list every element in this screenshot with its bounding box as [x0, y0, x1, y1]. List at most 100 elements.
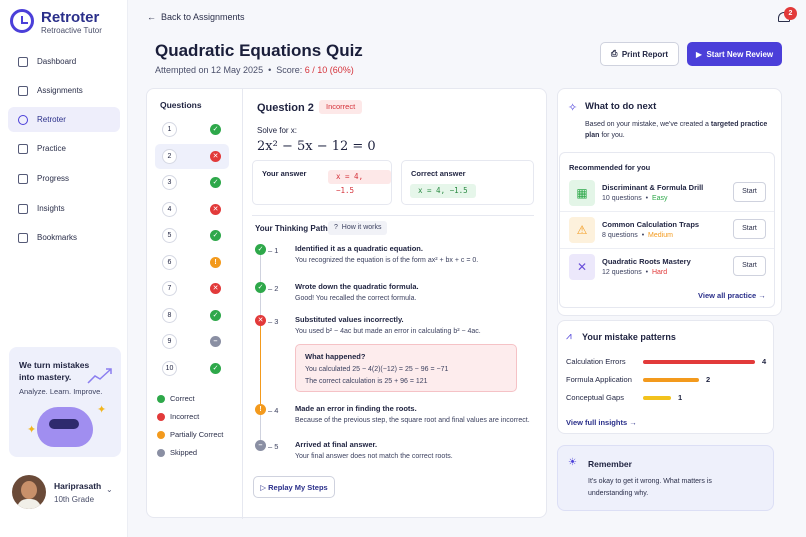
step-correct-icon: ✓ — [255, 282, 266, 293]
step-number: – 1 — [268, 246, 279, 255]
question-item[interactable]: 8 ✓ — [155, 303, 229, 328]
replay-steps-button[interactable]: ▷ Replay My Steps — [253, 476, 335, 498]
chevron-down-icon[interactable]: ⌄ — [106, 485, 113, 494]
start-practice-button[interactable]: Start — [733, 219, 766, 239]
promo-title: We turn mistakes into mastery. — [19, 360, 90, 382]
question-item[interactable]: 6! — [155, 250, 229, 275]
view-all-practice-link[interactable]: View all practice → — [698, 291, 766, 300]
trend-icon — [18, 173, 28, 184]
question-number: 7 — [162, 281, 177, 296]
question-item[interactable]: 9– — [155, 329, 229, 354]
panel-divider — [242, 89, 243, 519]
question-number: 1 — [162, 122, 177, 137]
start-practice-button[interactable]: Start — [733, 256, 766, 276]
question-item[interactable]: 2 ✕ — [155, 143, 229, 169]
step-title: Identified it as a quadratic equation. — [295, 244, 423, 253]
correct-answer-value: x = 4, −1.5 — [410, 184, 476, 198]
start-practice-button[interactable]: Start — [733, 182, 766, 202]
what-to-do-next-card: ✧ What to do next Based on your mistake,… — [557, 88, 782, 316]
promo-card: We turn mistakes into mastery. Analyze. … — [9, 347, 121, 457]
notification-badge: 2 — [784, 7, 797, 20]
status-badge: Incorrect — [319, 100, 363, 114]
pattern-count: 2 — [706, 375, 711, 384]
step-number: – 5 — [268, 442, 279, 451]
user-grade: 10th Grade — [54, 495, 95, 504]
question-equation: 2x² − 5x − 12 = 0 — [257, 139, 376, 154]
practice-set-meta: 10 questions • Easy — [602, 195, 668, 202]
step-title: Wrote down the quadratic formula. — [295, 282, 419, 291]
recommended-box: Recommended for you ▦ Discriminant & Form… — [559, 152, 775, 308]
legend-item: Partially Correct — [157, 430, 223, 439]
incorrect-status-icon: ✕ — [210, 203, 221, 215]
logo-icon — [10, 9, 34, 33]
remember-card: ☀ Remember It's okay to get it wrong. Wh… — [557, 445, 774, 511]
printer-icon: ⎙ — [610, 49, 618, 58]
what-happened-title: What happened? — [305, 352, 366, 361]
sidebar-item-assignments[interactable]: Assignments — [8, 78, 120, 103]
recommendation-item: ▦ Discriminant & Formula Drill 10 question… — [569, 180, 769, 206]
question-item[interactable]: 4 ✕ — [155, 197, 229, 222]
practice-set-meta: 8 questions • Medium — [602, 232, 673, 239]
question-item[interactable]: 1 ✓ — [155, 117, 229, 142]
chart-icon: ⩘ — [566, 331, 572, 342]
step-partial-icon: ! — [255, 404, 266, 415]
question-prompt: Solve for x: — [257, 126, 298, 135]
question-item[interactable]: 3 ✓ — [155, 170, 229, 195]
step-title: Substituted values incorrectly. — [295, 315, 404, 324]
section-divider — [252, 215, 534, 216]
how-it-works-button[interactable]: ? How it works — [328, 221, 388, 235]
correct-answer-box: Correct answer x = 4, −1.5 — [401, 160, 534, 205]
step-description: Your final answer does not match the cor… — [295, 453, 453, 460]
rec-divider — [560, 248, 774, 249]
practice-set-icon: ▦ — [569, 180, 595, 206]
step-title: Arrived at final answer. — [295, 440, 378, 449]
play-icon: ▶ — [695, 49, 702, 59]
bookmark-icon — [18, 232, 28, 243]
sidebar-item-insights[interactable]: Insights — [8, 196, 120, 221]
sidebar-item-retroter[interactable]: Retroter — [8, 107, 120, 132]
question-number: 2 — [162, 148, 177, 164]
your-answer-label: Your answer — [262, 169, 307, 178]
legend-dot-icon — [157, 430, 165, 439]
what-happened-line: The correct calculation is 25 + 96 = 121 — [305, 378, 428, 385]
view-full-insights-link[interactable]: View full insights → — [566, 418, 637, 427]
correct-status-icon: ✓ — [210, 177, 221, 188]
question-number: 4 — [162, 201, 177, 217]
back-link[interactable]: ← Back to Assignments — [147, 12, 245, 22]
question-item[interactable]: 10 ✓ — [155, 356, 229, 381]
sidebar-item-practice[interactable]: Practice — [8, 136, 120, 161]
quiz-meta: Attempted on 12 May 2025 • Score: 6 / 10… — [155, 65, 354, 75]
question-number: 6 — [162, 254, 177, 270]
practice-set-icon: ✕ — [569, 254, 595, 280]
sparkle-icon: ✧ — [568, 102, 578, 114]
user-name: Hariprasath — [54, 481, 102, 491]
step-skipped-icon: – — [255, 440, 266, 451]
question-item[interactable]: 7 ✕ — [155, 276, 229, 301]
timeline-line-partial — [260, 319, 261, 409]
skipped-status-icon: – — [210, 336, 221, 347]
user-card[interactable]: Hariprasath 10th Grade ⌄ — [0, 462, 128, 522]
step-description: Because of the previous step, the square… — [295, 417, 530, 424]
sidebar-item-bookmarks[interactable]: Bookmarks — [8, 225, 120, 250]
question-item[interactable]: 5 ✓ — [155, 223, 229, 248]
step-number: – 3 — [268, 317, 279, 326]
pattern-label: Calculation Errors — [566, 357, 626, 366]
start-new-review-button[interactable]: ▶ Start New Review — [687, 42, 782, 66]
recommendation-item: ✕ Quadratic Roots Mastery 12 questions • H… — [569, 254, 769, 280]
print-report-button[interactable]: ⎙ Print Report — [600, 42, 679, 66]
step-description: Good! You recalled the correct formula. — [295, 295, 417, 302]
step-title: Made an error in finding the roots. — [295, 404, 417, 413]
sidebar-item-progress[interactable]: Progress — [8, 166, 120, 191]
incorrect-status-icon: ✕ — [210, 283, 221, 294]
correct-answer-label: Correct answer — [411, 169, 466, 178]
remember-text: It's okay to get it wrong. What matters … — [588, 478, 712, 497]
question-title: Question 2 — [257, 102, 314, 114]
rec-divider — [560, 211, 774, 212]
sidebar-item-dashboard[interactable]: Dashboard — [8, 49, 120, 74]
pattern-bar — [643, 396, 671, 400]
question-number: 8 — [162, 307, 177, 323]
legend-item: Incorrect — [157, 412, 199, 421]
document-icon — [18, 85, 28, 96]
home-icon — [18, 56, 28, 67]
legend-item: Correct — [157, 394, 195, 403]
